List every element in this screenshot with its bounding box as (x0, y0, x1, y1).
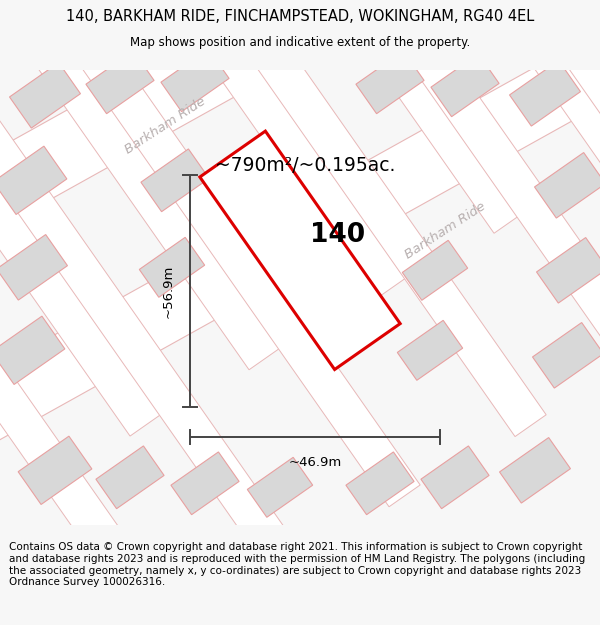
Polygon shape (500, 438, 571, 503)
Polygon shape (536, 238, 600, 303)
Polygon shape (397, 321, 463, 380)
Polygon shape (171, 452, 239, 515)
Polygon shape (10, 62, 80, 128)
Polygon shape (418, 0, 600, 312)
Text: 140: 140 (310, 222, 365, 248)
Text: Map shows position and indicative extent of the property.: Map shows position and indicative extent… (130, 36, 470, 49)
Polygon shape (0, 0, 600, 246)
Polygon shape (68, 26, 420, 507)
Polygon shape (247, 458, 313, 518)
Polygon shape (431, 54, 499, 117)
Polygon shape (0, 92, 301, 573)
Polygon shape (0, 0, 280, 370)
Polygon shape (390, 0, 600, 112)
Text: ~790m²/~0.195ac.: ~790m²/~0.195ac. (215, 156, 395, 175)
Polygon shape (194, 0, 546, 437)
Polygon shape (346, 452, 414, 515)
Polygon shape (18, 436, 92, 504)
Polygon shape (139, 238, 205, 298)
Polygon shape (0, 0, 161, 436)
Polygon shape (0, 234, 67, 300)
Text: Barkham Ride: Barkham Ride (403, 199, 488, 261)
Polygon shape (173, 0, 525, 233)
Polygon shape (54, 0, 406, 299)
Polygon shape (200, 131, 400, 369)
Polygon shape (0, 12, 600, 459)
Polygon shape (96, 446, 164, 509)
Polygon shape (285, 0, 600, 171)
Polygon shape (86, 51, 154, 114)
Polygon shape (0, 146, 67, 214)
Polygon shape (509, 61, 580, 126)
Text: ~56.9m: ~56.9m (161, 264, 175, 318)
Polygon shape (535, 152, 600, 218)
Polygon shape (161, 49, 229, 112)
Polygon shape (421, 446, 489, 509)
Text: Barkham Ride: Barkham Ride (122, 94, 208, 156)
Polygon shape (356, 51, 424, 114)
Text: 140, BARKHAM RIDE, FINCHAMPSTEAD, WOKINGHAM, RG40 4EL: 140, BARKHAM RIDE, FINCHAMPSTEAD, WOKING… (66, 9, 534, 24)
Polygon shape (533, 322, 600, 388)
Polygon shape (306, 0, 600, 374)
Polygon shape (403, 241, 467, 300)
Polygon shape (0, 159, 182, 625)
Polygon shape (0, 316, 65, 384)
Text: ~46.9m: ~46.9m (289, 456, 341, 469)
Polygon shape (141, 149, 209, 212)
Text: Contains OS data © Crown copyright and database right 2021. This information is : Contains OS data © Crown copyright and d… (9, 542, 585, 587)
